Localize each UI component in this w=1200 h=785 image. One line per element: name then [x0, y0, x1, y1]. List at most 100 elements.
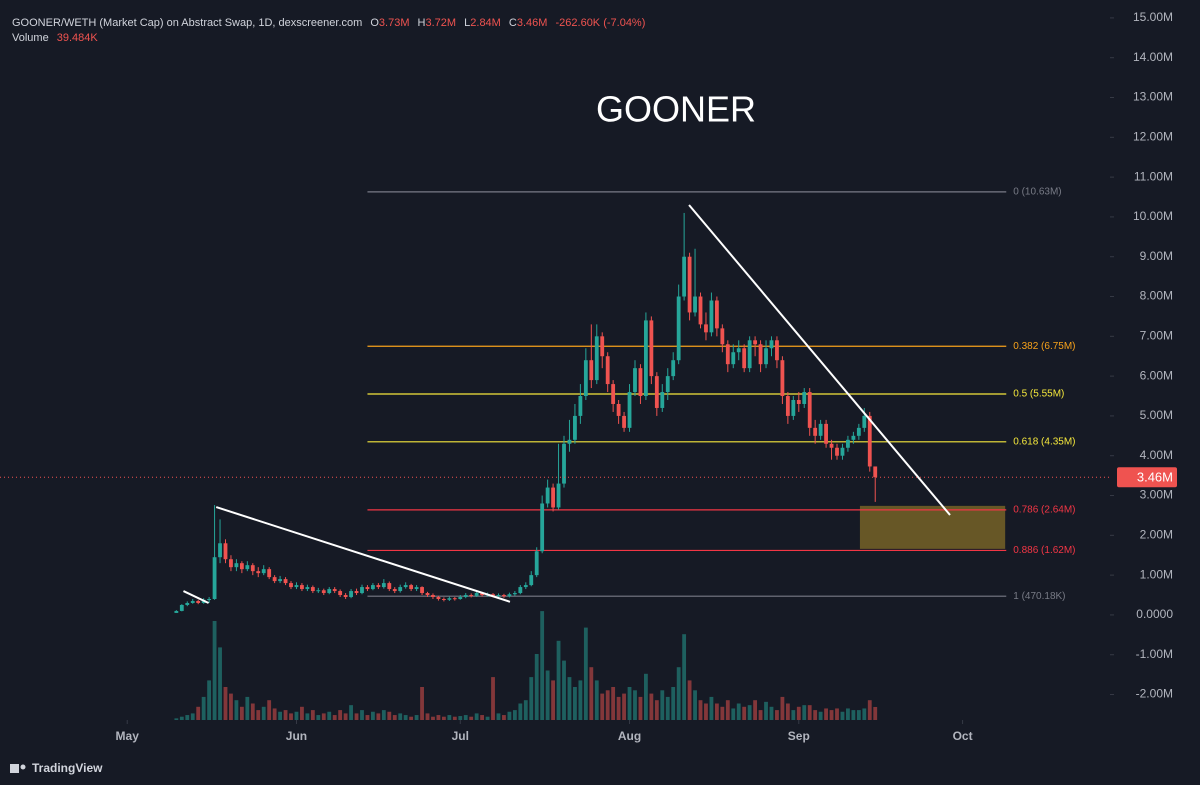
candle-body	[567, 439, 572, 444]
candle-body	[578, 396, 583, 416]
candle-body	[474, 593, 479, 596]
candle-body	[813, 427, 818, 436]
volume-bar	[321, 713, 326, 720]
volume-bar	[343, 713, 348, 720]
candle-body	[846, 439, 850, 448]
volume-bar	[638, 696, 643, 720]
candle-body	[540, 503, 545, 552]
y-tick-label: 8.00M	[1140, 289, 1173, 303]
candle-body	[824, 423, 828, 444]
candle-body	[589, 360, 594, 381]
y-tick-label: 2.00M	[1140, 527, 1173, 541]
candle-body	[469, 595, 474, 597]
fib-label: 0.618 (4.35M)	[1013, 436, 1075, 447]
volume-bar	[469, 716, 474, 720]
volume-bar	[846, 708, 850, 720]
candle-body	[229, 559, 233, 568]
candle-body	[272, 577, 277, 582]
candle-body	[441, 599, 446, 601]
volume-bar	[676, 667, 681, 720]
volume-bar	[616, 696, 621, 720]
candle-body	[709, 300, 714, 333]
volume-bar	[218, 647, 222, 720]
volume-bar	[671, 687, 676, 720]
y-tick-label: 0.0000	[1136, 607, 1173, 621]
candle-body	[387, 583, 392, 590]
volume-bar	[731, 708, 736, 720]
candle-body	[573, 415, 577, 440]
candle-body	[458, 597, 463, 600]
volume-bar	[234, 700, 239, 720]
candle-body	[425, 593, 430, 596]
volume-bar	[611, 687, 616, 720]
candle-body	[556, 483, 561, 508]
y-tick-label: 14.00M	[1133, 50, 1173, 64]
candle-body	[862, 415, 867, 428]
volume-bar	[687, 680, 692, 720]
candle-body	[190, 600, 195, 603]
candle-body	[343, 595, 348, 598]
volume-bar	[693, 690, 697, 720]
candle-body	[627, 392, 632, 428]
candle-body	[633, 368, 637, 393]
candle-body	[649, 320, 654, 377]
candle-body	[212, 557, 217, 600]
volume-bar	[365, 715, 370, 720]
volume-bar	[338, 710, 343, 720]
candle-body	[660, 392, 665, 408]
trendline	[688, 204, 951, 516]
candle-body	[507, 594, 512, 597]
candle-body	[371, 585, 375, 590]
candle-body	[725, 344, 730, 365]
volume-bar	[474, 713, 479, 720]
candle-body	[332, 589, 337, 592]
volume-bar	[239, 706, 244, 720]
volume-bar	[534, 654, 539, 720]
volume-bar	[201, 696, 206, 720]
candle-body	[261, 569, 266, 574]
volume-bar	[452, 716, 457, 720]
last-price-tag	[1117, 467, 1177, 488]
volume-bar	[813, 710, 818, 720]
candle-body	[534, 551, 539, 576]
volume-bar	[578, 680, 583, 720]
candle-body	[600, 336, 605, 357]
tv-logo	[10, 764, 26, 773]
volume-line: Volume 39.484K	[12, 31, 645, 46]
candle-body	[802, 392, 807, 404]
volume-bar	[223, 687, 228, 720]
ohlc-key: O	[370, 17, 379, 29]
target-zone	[859, 505, 1006, 549]
volume-bar	[272, 708, 277, 720]
candle-body	[764, 348, 768, 365]
symbol: GOONER/WETH (Market Cap) on Abstract Swa…	[12, 17, 363, 29]
y-tick-label: 10.00M	[1133, 209, 1173, 223]
candle-body	[693, 296, 697, 313]
candle-body	[676, 296, 681, 361]
y-tick-label: -1.00M	[1136, 647, 1173, 661]
candle-body	[256, 571, 261, 574]
volume-bar	[736, 703, 741, 720]
x-tick-label: May	[116, 729, 140, 743]
volume-bar	[709, 696, 714, 720]
candle-body	[283, 579, 288, 584]
candle-body	[523, 585, 528, 588]
candle-body	[278, 579, 283, 582]
y-tick-label: 4.00M	[1140, 448, 1173, 462]
candle-body	[682, 256, 687, 297]
volume-bar	[540, 611, 545, 720]
candle-body	[714, 300, 719, 329]
volume-bar	[551, 680, 555, 720]
candle-body	[207, 599, 212, 601]
volume-bar	[436, 715, 441, 720]
candle-body	[638, 368, 643, 397]
volume-bar	[289, 713, 293, 720]
x-tick-label: Aug	[618, 729, 641, 743]
volume-bar	[502, 715, 506, 720]
candle-body	[365, 587, 370, 590]
volume-bar	[840, 711, 845, 720]
volume-bar	[720, 706, 725, 720]
candle-body	[234, 563, 239, 568]
candle-body	[310, 587, 315, 592]
volume-bar	[463, 715, 468, 720]
